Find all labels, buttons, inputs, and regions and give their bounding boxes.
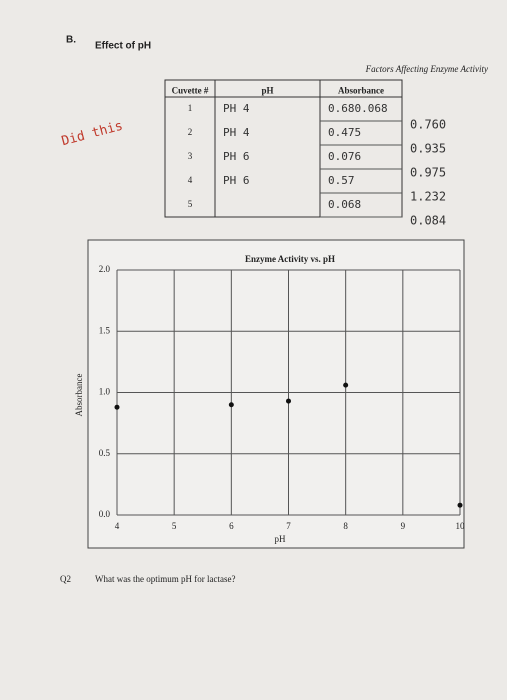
cell-hand: 0.068: [328, 198, 361, 211]
data-point: [343, 382, 349, 388]
y-tick-label: 1.0: [99, 387, 111, 397]
header: Factors Affecting Enzyme Activity: [365, 64, 488, 74]
x-tick-label: 7: [286, 521, 291, 531]
question-number: Q2: [60, 574, 71, 584]
x-tick-label: 9: [401, 521, 406, 531]
cell: 5: [188, 199, 193, 209]
side-value: 0.084: [410, 214, 446, 228]
y-tick-label: 0.5: [99, 448, 111, 458]
cell: 4: [188, 175, 193, 185]
cell: 3: [188, 151, 193, 161]
chart-title: Enzyme Activity vs. pH: [245, 254, 335, 264]
x-tick-label: 10: [456, 521, 466, 531]
side-value: 0.935: [410, 142, 446, 156]
chart-frame: [87, 239, 465, 549]
y-tick-label: 0.0: [99, 509, 111, 519]
x-axis-label: pH: [275, 534, 287, 544]
column-header: pH: [261, 86, 273, 96]
cell-hand: PH 6: [223, 174, 250, 187]
y-tick-label: 1.5: [99, 325, 111, 335]
data-point: [457, 502, 463, 508]
side-value: 0.975: [410, 166, 446, 180]
data-point: [114, 404, 120, 410]
x-tick-label: 5: [172, 521, 177, 531]
cell-hand: 0.57: [328, 174, 355, 187]
chart: Enzyme Activity vs. pH Absorbance pH 0.0 0.5…: [74, 239, 466, 549]
column-header: Cuvette #: [172, 86, 209, 96]
cell: 2: [188, 127, 193, 137]
cell-hand: PH 4: [223, 102, 250, 115]
table: Cuvette # pH Absorbance 1 PH 4 0.680.068 2 PH 4…: [164, 79, 446, 228]
y-tick-label: 2.0: [99, 264, 111, 274]
section-title: Effect of pH: [95, 41, 151, 52]
section: B.: [66, 35, 76, 46]
cell-hand: PH 4: [223, 126, 250, 139]
cell-hand: PH 6: [223, 150, 250, 163]
x-tick-label: 6: [229, 521, 234, 531]
cell-hand: 0.076: [328, 150, 361, 163]
data-point: [228, 402, 234, 408]
question-text: What was the optimum pH for lactase?: [95, 574, 235, 584]
x-tick-label: 4: [115, 521, 120, 531]
cell-hand: 0.475: [328, 126, 361, 139]
side-value: 1.232: [410, 190, 446, 204]
column-header: Absorbance: [338, 86, 384, 96]
cell-hand: 0.680.068: [328, 102, 388, 115]
cell: 1: [188, 103, 193, 113]
y-axis-label: Absorbance: [74, 374, 84, 417]
x-tick-label: 8: [343, 521, 348, 531]
table-border: [164, 79, 403, 218]
side-value: 0.760: [410, 118, 446, 132]
data-point: [286, 398, 291, 404]
